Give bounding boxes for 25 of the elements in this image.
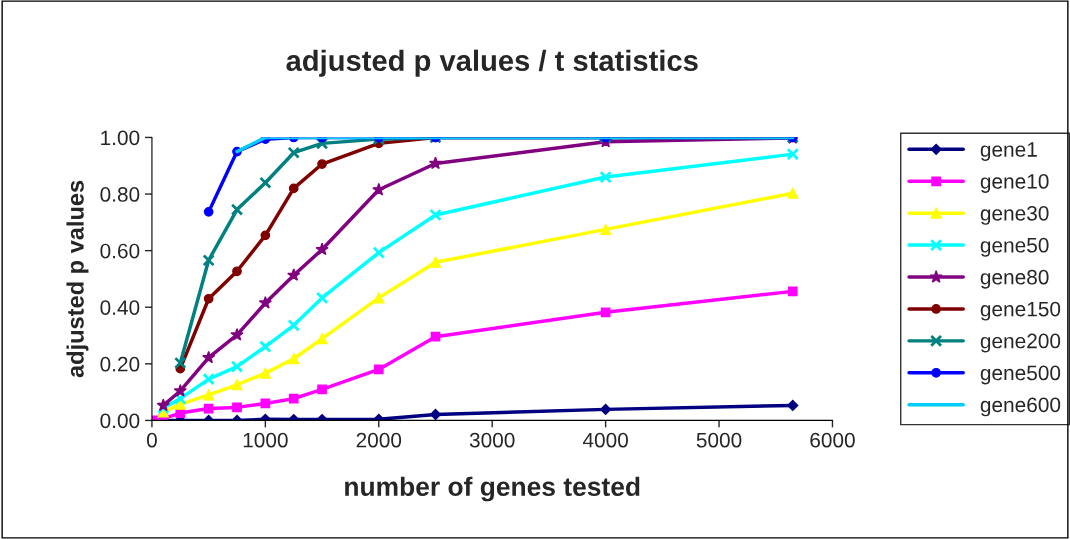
y-tick-label: 0.80 [100, 187, 140, 202]
y-tick-label: 0.20 [100, 356, 140, 372]
x-tick-label: 4000 [582, 432, 628, 448]
y-axis-title: adjusted p values [66, 180, 89, 378]
y-tick-label: 0.60 [100, 243, 140, 259]
legend-label: gene30 [980, 205, 1049, 225]
legend-label: gene500 [980, 365, 1061, 385]
legend-label: gene200 [980, 333, 1061, 353]
legend-label: gene80 [980, 269, 1049, 289]
y-tick-label: 0.00 [100, 413, 140, 429]
x-tick-label: 5000 [696, 432, 742, 448]
legend-label: gene50 [980, 237, 1049, 257]
y-tick-label: 1.00 [101, 130, 140, 146]
legend-label: gene150 [980, 301, 1061, 321]
x-tick-label: 6000 [810, 432, 855, 448]
x-axis-title: number of genes tested [345, 476, 640, 502]
legend-label: gene600 [980, 397, 1061, 417]
x-tick-label: 3000 [469, 432, 515, 448]
legend-label: gene10 [980, 174, 1049, 193]
y-tick-label: 0.40 [100, 300, 140, 315]
legend-label: gene1 [980, 142, 1037, 161]
x-tick-label: 2000 [356, 432, 402, 448]
x-tick-label: 1000 [243, 432, 288, 448]
x-tick-label: 0 [146, 432, 157, 448]
chart-title: adjusted p values / t statistics [286, 49, 698, 77]
